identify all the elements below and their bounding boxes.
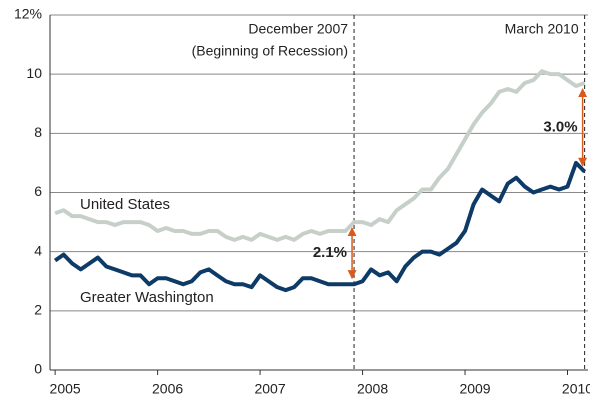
series-line [53, 160, 587, 293]
series-label: Greater Washington [80, 289, 214, 306]
x-tick-label: 2010 [562, 381, 590, 397]
series-label: United States [80, 196, 170, 213]
event-label: (Beginning of Recession) [192, 43, 348, 59]
y-tick-label: 4 [34, 242, 42, 258]
series-line [54, 69, 586, 242]
x-tick-label: 2008 [357, 381, 388, 397]
event-label: March 2010 [505, 21, 579, 37]
y-tick-label: 0 [34, 361, 42, 377]
gap-label: 2.1% [313, 244, 347, 261]
y-tick-label: 10 [26, 65, 42, 81]
y-tick-label: 8 [34, 124, 42, 140]
x-tick-label: 2005 [50, 381, 81, 397]
x-tick-label: 2007 [254, 381, 285, 397]
x-tick-label: 2009 [459, 381, 490, 397]
gap-label: 3.0% [543, 118, 577, 135]
y-tick-label: 6 [34, 183, 42, 199]
x-tick-label: 2006 [152, 381, 183, 397]
y-tick-label: 12% [14, 6, 42, 22]
event-label: December 2007 [248, 21, 348, 37]
y-tick-label: 2 [34, 302, 42, 318]
